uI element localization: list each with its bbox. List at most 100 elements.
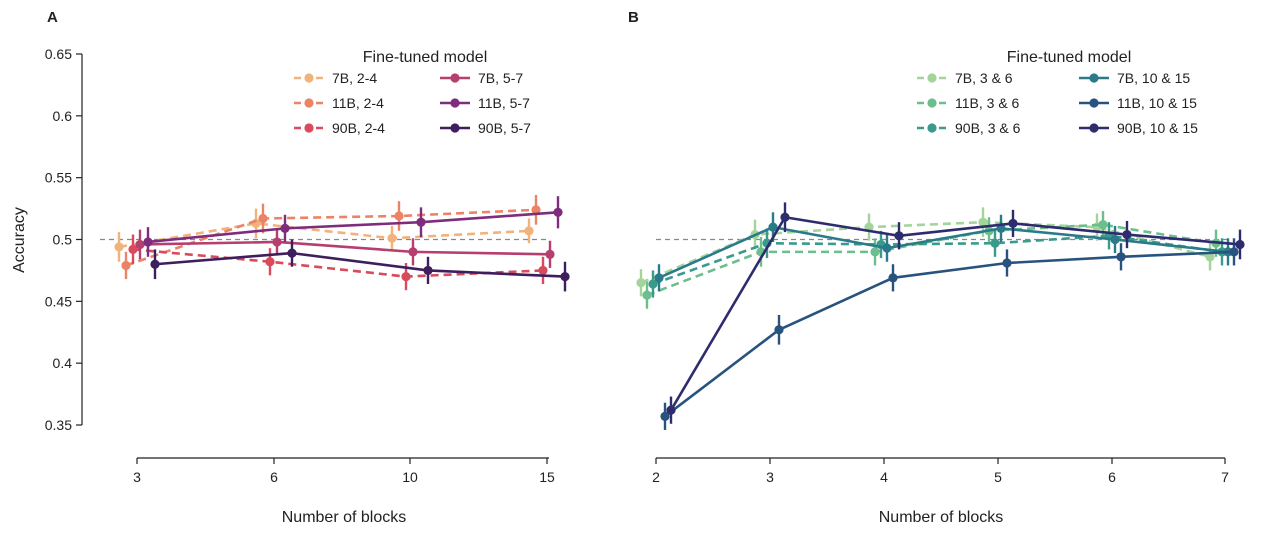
- panel-a-label: A: [47, 9, 58, 26]
- data-point: [1116, 252, 1126, 262]
- data-point: [121, 260, 131, 271]
- data-point: [870, 247, 880, 257]
- legend-swatch-marker: [304, 123, 314, 133]
- legend-entry: 7B, 3 & 6: [917, 70, 1013, 86]
- series-11b-5-7: [143, 196, 563, 257]
- data-point: [272, 237, 282, 247]
- series-line: [669, 215, 1241, 411]
- legend-entry: 90B, 10 & 15: [1079, 120, 1198, 136]
- data-point: [265, 257, 275, 267]
- data-point: [648, 279, 658, 289]
- legend-label: 7B, 3 & 6: [955, 70, 1013, 86]
- data-point: [143, 237, 153, 247]
- series-line: [139, 240, 551, 256]
- series-90b-5-7: [150, 239, 570, 292]
- series-line: [664, 250, 1235, 418]
- panel-b: B Number of blocks 2 3 4 5 6 7 Fine-tuned mod…: [628, 9, 1245, 526]
- data-point: [774, 325, 784, 335]
- legend-entry: 90B, 2-4: [294, 120, 385, 136]
- data-point: [416, 217, 426, 227]
- legend-swatch-marker: [1089, 123, 1099, 133]
- x-tick-label: 6: [270, 469, 278, 485]
- legend-entry: 7B, 5-7: [440, 70, 523, 86]
- panel-b-legend: Fine-tuned model 7B, 3 & 6 11B, 3 & 6 90B,…: [917, 49, 1198, 136]
- data-point: [423, 265, 433, 276]
- legend-label: 7B, 10 & 15: [1117, 70, 1190, 86]
- data-point: [387, 233, 397, 243]
- legend-swatch-marker: [927, 98, 937, 108]
- legend-swatch-marker: [1089, 98, 1099, 108]
- data-point: [990, 238, 1000, 248]
- series-90b-3-6: [648, 222, 1227, 298]
- legend-swatch-marker: [927, 123, 937, 133]
- series-11b-10-15: [660, 238, 1239, 430]
- legend-entry: 7B, 10 & 15: [1079, 70, 1190, 86]
- x-tick-label: 15: [539, 469, 555, 485]
- data-point: [654, 273, 664, 283]
- y-tick-label: 0.5: [53, 232, 73, 248]
- data-point: [135, 239, 145, 250]
- legend-entry: 11B, 10 & 15: [1079, 95, 1197, 111]
- y-tick-label: 0.4: [53, 355, 73, 371]
- data-point: [1229, 247, 1239, 257]
- legend-swatch-marker: [450, 98, 460, 108]
- data-point: [1002, 258, 1012, 268]
- legend-label: 11B, 2-4: [332, 95, 384, 111]
- panel-a-legend-title: Fine-tuned model: [363, 49, 488, 66]
- data-point: [531, 205, 541, 215]
- x-tick-label: 6: [1108, 469, 1116, 485]
- y-tick-label: 0.55: [45, 170, 72, 186]
- legend-label: 11B, 5-7: [478, 95, 530, 111]
- legend-swatch-marker: [450, 123, 460, 133]
- y-axis-title: Accuracy: [11, 207, 28, 273]
- data-point: [394, 211, 404, 221]
- y-tick-label: 0.65: [45, 46, 72, 62]
- data-point: [882, 243, 892, 253]
- legend-label: 7B, 2-4: [332, 70, 377, 86]
- legend-entry: 90B, 3 & 6: [917, 120, 1021, 136]
- x-tick-label: 3: [766, 469, 774, 485]
- legend-swatch-marker: [450, 73, 460, 83]
- series-7b-3-6: [636, 207, 1215, 297]
- data-point: [545, 249, 555, 259]
- legend-entry: 11B, 2-4: [294, 95, 384, 111]
- data-point: [1122, 229, 1132, 240]
- x-tick-label: 3: [133, 469, 141, 485]
- legend-entry: 90B, 5-7: [440, 120, 531, 136]
- legend-label: 90B, 5-7: [478, 120, 531, 136]
- data-point: [780, 212, 790, 222]
- data-point: [660, 411, 670, 421]
- data-point: [642, 290, 652, 300]
- legend-swatch-marker: [1089, 73, 1099, 83]
- x-tick-label: 4: [880, 469, 888, 485]
- data-point: [894, 231, 904, 241]
- data-point: [560, 272, 570, 282]
- data-point: [1110, 234, 1120, 245]
- data-point: [636, 278, 646, 288]
- legend-label: 90B, 10 & 15: [1117, 120, 1198, 136]
- x-tick-label: 2: [652, 469, 660, 485]
- data-point: [114, 242, 124, 252]
- panel-a-x-axis-title: Number of blocks: [282, 509, 407, 526]
- x-tick-label: 10: [402, 469, 418, 485]
- data-point: [128, 244, 138, 254]
- data-point: [553, 207, 563, 217]
- series-line: [118, 222, 530, 249]
- data-point: [666, 405, 676, 415]
- data-point: [401, 272, 411, 282]
- y-tick-label: 0.35: [45, 417, 72, 433]
- y-tick-label: 0.45: [45, 293, 72, 309]
- legend-label: 7B, 5-7: [478, 70, 523, 86]
- legend-entry: 11B, 5-7: [440, 95, 530, 111]
- legend-label: 11B, 3 & 6: [955, 95, 1020, 111]
- data-point: [538, 265, 548, 276]
- panel-b-axes: 2 3 4 5 6 7: [652, 457, 1229, 485]
- data-point: [1205, 252, 1215, 262]
- panel-a-legend: Fine-tuned model 7B, 2-4 11B, 2-4 90B, 2-4…: [294, 49, 531, 136]
- panel-a: A Accuracy Number of blocks 0.35 0.4 0.45 0…: [11, 9, 570, 526]
- panel-b-label: B: [628, 9, 639, 26]
- data-point: [888, 273, 898, 283]
- legend-swatch-marker: [927, 73, 937, 83]
- data-point: [408, 247, 418, 257]
